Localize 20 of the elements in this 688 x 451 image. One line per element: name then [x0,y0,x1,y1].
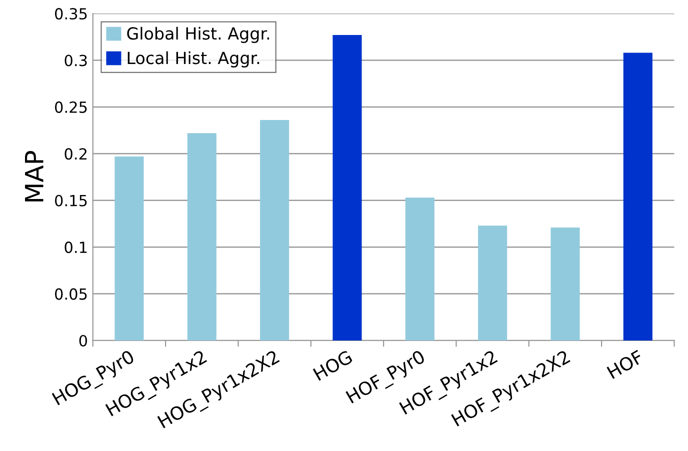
legend-label: Global Hist. Aggr. [127,26,270,43]
y-tick-label: 0.3 [64,54,87,66]
bar [550,227,580,341]
y-tick-label: 0.05 [55,288,87,300]
y-tick-label: 0 [79,334,88,347]
y-tick-label: 0.1 [64,242,87,254]
bar [187,133,216,341]
y-tick-label: 0.35 [55,8,87,20]
bar [114,156,144,341]
y-tick-label: 0.15 [55,194,87,206]
bar [478,226,508,341]
legend-label: Local Hist. Aggr. [128,51,260,68]
y-axis-title: MAP [25,150,44,202]
bar [332,35,362,341]
y-tick-label: 0.2 [64,148,86,160]
bar [405,198,434,341]
bar [623,52,652,341]
bar [260,120,290,341]
y-tick-label: 0.25 [55,101,87,113]
x-tick-label: HOF [606,350,644,380]
